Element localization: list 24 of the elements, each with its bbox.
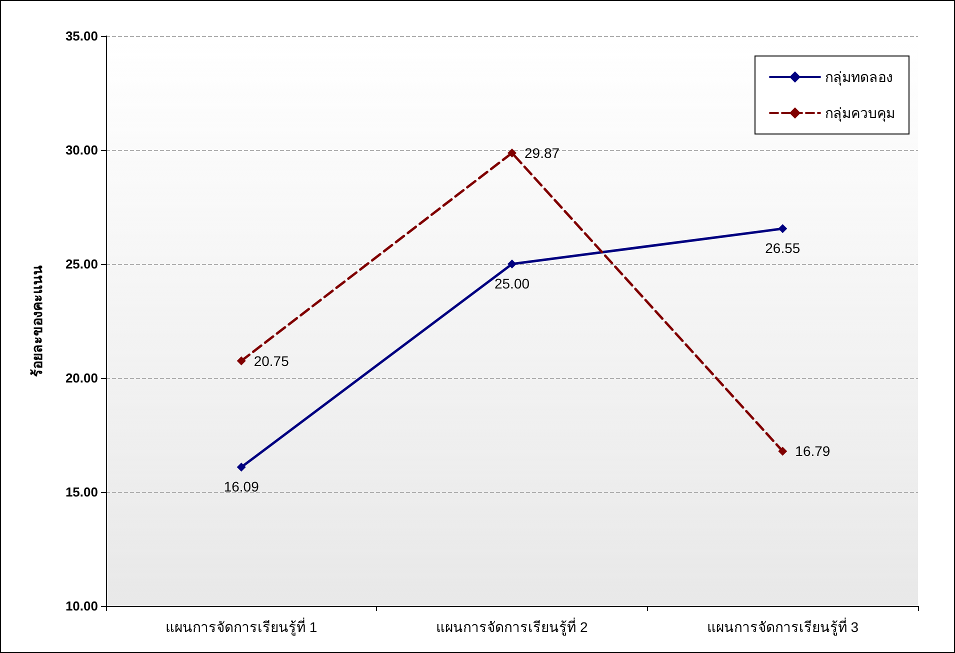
y-tick-label: 10.00 <box>65 598 98 614</box>
data-label: 29.87 <box>524 144 560 161</box>
point <box>508 148 516 158</box>
data-label: 16.79 <box>795 443 830 460</box>
x-tick-label: แผนการจัดการเรียนรู้ที่ 1 <box>165 618 318 636</box>
legend-label: กลุ่มทดลอง <box>825 69 893 86</box>
y-tick-label: 25.00 <box>65 256 98 272</box>
point <box>236 462 246 472</box>
x-tick-label: แผนการจัดการเรียนรู้ที่ 3 <box>706 618 859 636</box>
point <box>508 260 516 268</box>
legend-label: กลุ่มควบคุม <box>825 105 895 122</box>
data-label: 25.00 <box>494 276 530 292</box>
point <box>778 446 788 456</box>
point <box>236 356 246 366</box>
x-tick-label: แผนการจัดการเรียนรู้ที่ 2 <box>436 618 588 636</box>
data-label: 16.09 <box>224 478 260 495</box>
data-label: 20.75 <box>254 352 290 369</box>
y-tick-label: 30.00 <box>65 142 98 158</box>
y-tick-label: 35.00 <box>65 28 98 44</box>
y-tick-label: 20.00 <box>65 370 98 386</box>
point <box>778 224 788 234</box>
data-label: 26.55 <box>765 240 800 256</box>
y-axis-title: ร้อยละของคะแนน <box>29 265 45 377</box>
y-tick-label: 15.00 <box>65 484 98 500</box>
